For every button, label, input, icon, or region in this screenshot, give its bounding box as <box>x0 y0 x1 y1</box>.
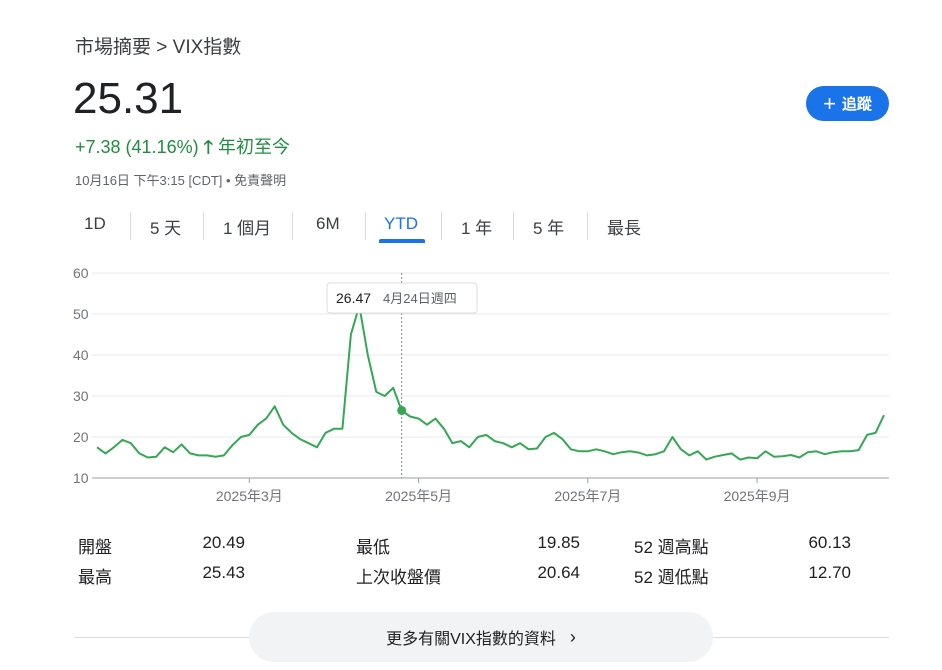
y-tick-label: 20 <box>73 429 89 445</box>
change: +7.38 (41.16%) <box>75 137 199 157</box>
stat-label: 開盤 <box>78 538 112 557</box>
tab-underline <box>379 239 425 243</box>
x-tick-label: 2025年7月 <box>554 488 621 504</box>
tab[interactable]: 5 天 <box>150 219 182 238</box>
y-tick-label: 60 <box>73 265 89 281</box>
tab-separator <box>130 212 131 240</box>
chart: 10 20 30 40 50 60 2025年3月 2025年5月 2025年7月 2025年9月… <box>73 265 889 504</box>
follow-button[interactable]: + 追蹤 <box>806 86 889 121</box>
tab-separator <box>365 212 366 240</box>
stat-label: 上次收盤價 <box>356 568 441 587</box>
chevron: › <box>569 626 576 647</box>
disclaimer[interactable]: 免責聲明 <box>234 173 287 188</box>
x-tick-label: 2025年9月 <box>724 488 791 504</box>
tooltip-date: 4月24日週四 <box>383 291 457 306</box>
tooltip-box <box>326 282 478 314</box>
price: 25.31 <box>73 74 184 123</box>
stat-value: 25.43 <box>202 563 245 582</box>
tab-separator <box>587 212 588 240</box>
tab-separator <box>513 212 514 240</box>
x-tick-label: 2025年5月 <box>385 488 452 504</box>
more-label: 更多有關VIX指數的資料 <box>386 631 556 648</box>
price-line <box>96 304 885 461</box>
stat-label: 52 週高點 <box>634 538 709 557</box>
plus-icon: + <box>823 90 836 116</box>
tooltip-value: 26.47 <box>336 290 371 306</box>
divider <box>74 637 250 638</box>
stat-value: 20.49 <box>202 533 245 552</box>
price-change: +7.38 (41.16%) 🡑 年初至今 <box>75 133 290 165</box>
tab-separator <box>203 212 204 240</box>
tab[interactable]: 最長 <box>607 219 641 238</box>
stat-value: 60.13 <box>808 533 851 552</box>
follow-label: 追蹤 <box>841 96 872 113</box>
period: 年初至今 <box>218 137 290 157</box>
y-tick-label: 30 <box>73 388 89 404</box>
more-button[interactable]: 更多有關VIX指數的資料 › <box>249 612 713 662</box>
arrow: 🡑 <box>203 137 213 157</box>
tab[interactable]: 1 個月 <box>223 219 272 238</box>
y-tick-label: 50 <box>73 306 89 322</box>
y-tick-label: 10 <box>73 470 89 486</box>
tab[interactable]: 6M <box>316 214 340 233</box>
stat-value: 19.85 <box>537 533 580 552</box>
tab[interactable]: YTD <box>384 214 418 233</box>
tab-separator <box>441 212 442 240</box>
stat-value: 20.64 <box>537 563 580 582</box>
tab[interactable]: 1 年 <box>461 219 493 238</box>
breadcrumb[interactable]: 市場摘要 > VIX指數 <box>75 37 242 58</box>
hover-point <box>397 405 407 415</box>
stat-label: 最高 <box>78 568 112 587</box>
stat-value: 12.70 <box>808 563 851 582</box>
y-tick-label: 40 <box>73 347 89 363</box>
stat-label: 52 週低點 <box>634 568 709 587</box>
divider <box>712 637 889 638</box>
timestamp-row: 10月16日 下午3:15 [CDT] • 免責聲明 <box>75 170 286 189</box>
tab-separator <box>292 212 293 240</box>
stat-label: 最低 <box>356 538 390 557</box>
tab[interactable]: 1D <box>84 214 106 233</box>
tab[interactable]: 5 年 <box>533 219 565 238</box>
x-tick-label: 2025年3月 <box>216 488 283 504</box>
timestamp: 10月16日 下午3:15 [CDT] • <box>75 173 235 188</box>
